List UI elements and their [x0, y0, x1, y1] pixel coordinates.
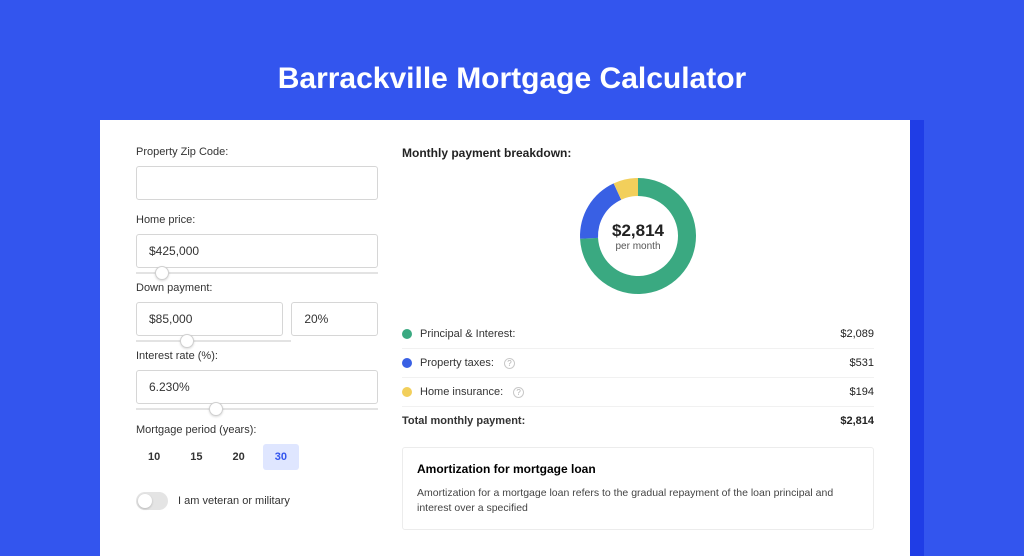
- down-payment-label: Down payment:: [136, 282, 378, 294]
- donut-wrap: $2,814 per month: [402, 170, 874, 308]
- legend-item-value: $531: [850, 357, 874, 369]
- calculator-card: Property Zip Code: Home price: Down paym…: [100, 120, 910, 556]
- zip-label: Property Zip Code:: [136, 146, 378, 158]
- amortization-title: Amortization for mortgage loan: [417, 462, 859, 476]
- period-option-30[interactable]: 30: [263, 444, 299, 470]
- home-price-label: Home price:: [136, 214, 378, 226]
- legend-dot: [402, 358, 412, 368]
- veteran-row: I am veteran or military: [136, 492, 378, 510]
- veteran-toggle[interactable]: [136, 492, 168, 510]
- page-title: Barrackville Mortgage Calculator: [0, 0, 1024, 120]
- interest-label: Interest rate (%):: [136, 350, 378, 362]
- legend-item-value: $2,089: [840, 328, 874, 340]
- donut-amount: $2,814: [612, 221, 664, 241]
- down-payment-percent-input[interactable]: [291, 302, 378, 336]
- interest-slider-thumb[interactable]: [209, 402, 223, 416]
- amortization-box: Amortization for mortgage loan Amortizat…: [402, 447, 874, 530]
- zip-field: Property Zip Code:: [136, 146, 378, 200]
- interest-input[interactable]: [136, 370, 378, 404]
- home-price-field: Home price:: [136, 214, 378, 268]
- home-price-input[interactable]: [136, 234, 378, 268]
- down-payment-slider-track[interactable]: [136, 340, 291, 342]
- legend-dot: [402, 387, 412, 397]
- legend-row: Property taxes:? $531: [402, 348, 874, 377]
- total-label: Total monthly payment:: [402, 415, 525, 427]
- veteran-toggle-knob: [138, 494, 152, 508]
- amortization-text: Amortization for a mortgage loan refers …: [417, 486, 859, 515]
- interest-slider-track[interactable]: [136, 408, 378, 410]
- down-payment-slider-thumb[interactable]: [180, 334, 194, 348]
- zip-input[interactable]: [136, 166, 378, 200]
- legend-item-label: Property taxes:: [420, 357, 494, 369]
- legend: Principal & Interest: $2,089 Property taxe…: [402, 320, 874, 406]
- donut-center: $2,814 per month: [578, 176, 698, 296]
- info-icon[interactable]: ?: [504, 358, 515, 369]
- period-option-20[interactable]: 20: [221, 444, 257, 470]
- legend-item-label: Principal & Interest:: [420, 328, 515, 340]
- home-price-slider-thumb[interactable]: [155, 266, 169, 280]
- form-column: Property Zip Code: Home price: Down paym…: [136, 146, 378, 530]
- legend-row: Principal & Interest: $2,089: [402, 320, 874, 348]
- legend-item-label: Home insurance:: [420, 386, 503, 398]
- period-label: Mortgage period (years):: [136, 424, 378, 436]
- donut-chart: $2,814 per month: [578, 176, 698, 296]
- legend-item-value: $194: [850, 386, 874, 398]
- breakdown-title: Monthly payment breakdown:: [402, 146, 874, 160]
- period-option-15[interactable]: 15: [178, 444, 214, 470]
- total-value: $2,814: [840, 415, 874, 427]
- veteran-label: I am veteran or military: [178, 495, 290, 507]
- donut-sub: per month: [615, 241, 660, 252]
- legend-dot: [402, 329, 412, 339]
- legend-total-row: Total monthly payment: $2,814: [402, 406, 874, 435]
- home-price-slider-track[interactable]: [136, 272, 378, 274]
- down-payment-field: Down payment:: [136, 282, 378, 336]
- breakdown-column: Monthly payment breakdown: $2,814 per mo…: [402, 146, 874, 530]
- legend-row: Home insurance:? $194: [402, 377, 874, 406]
- period-field: Mortgage period (years): 1015 2030: [136, 424, 378, 470]
- card-shadow-wrap: Property Zip Code: Home price: Down paym…: [100, 120, 924, 556]
- info-icon[interactable]: ?: [513, 387, 524, 398]
- period-option-10[interactable]: 10: [136, 444, 172, 470]
- period-options: 1015 2030: [136, 444, 378, 470]
- down-payment-amount-input[interactable]: [136, 302, 283, 336]
- interest-field: Interest rate (%):: [136, 350, 378, 404]
